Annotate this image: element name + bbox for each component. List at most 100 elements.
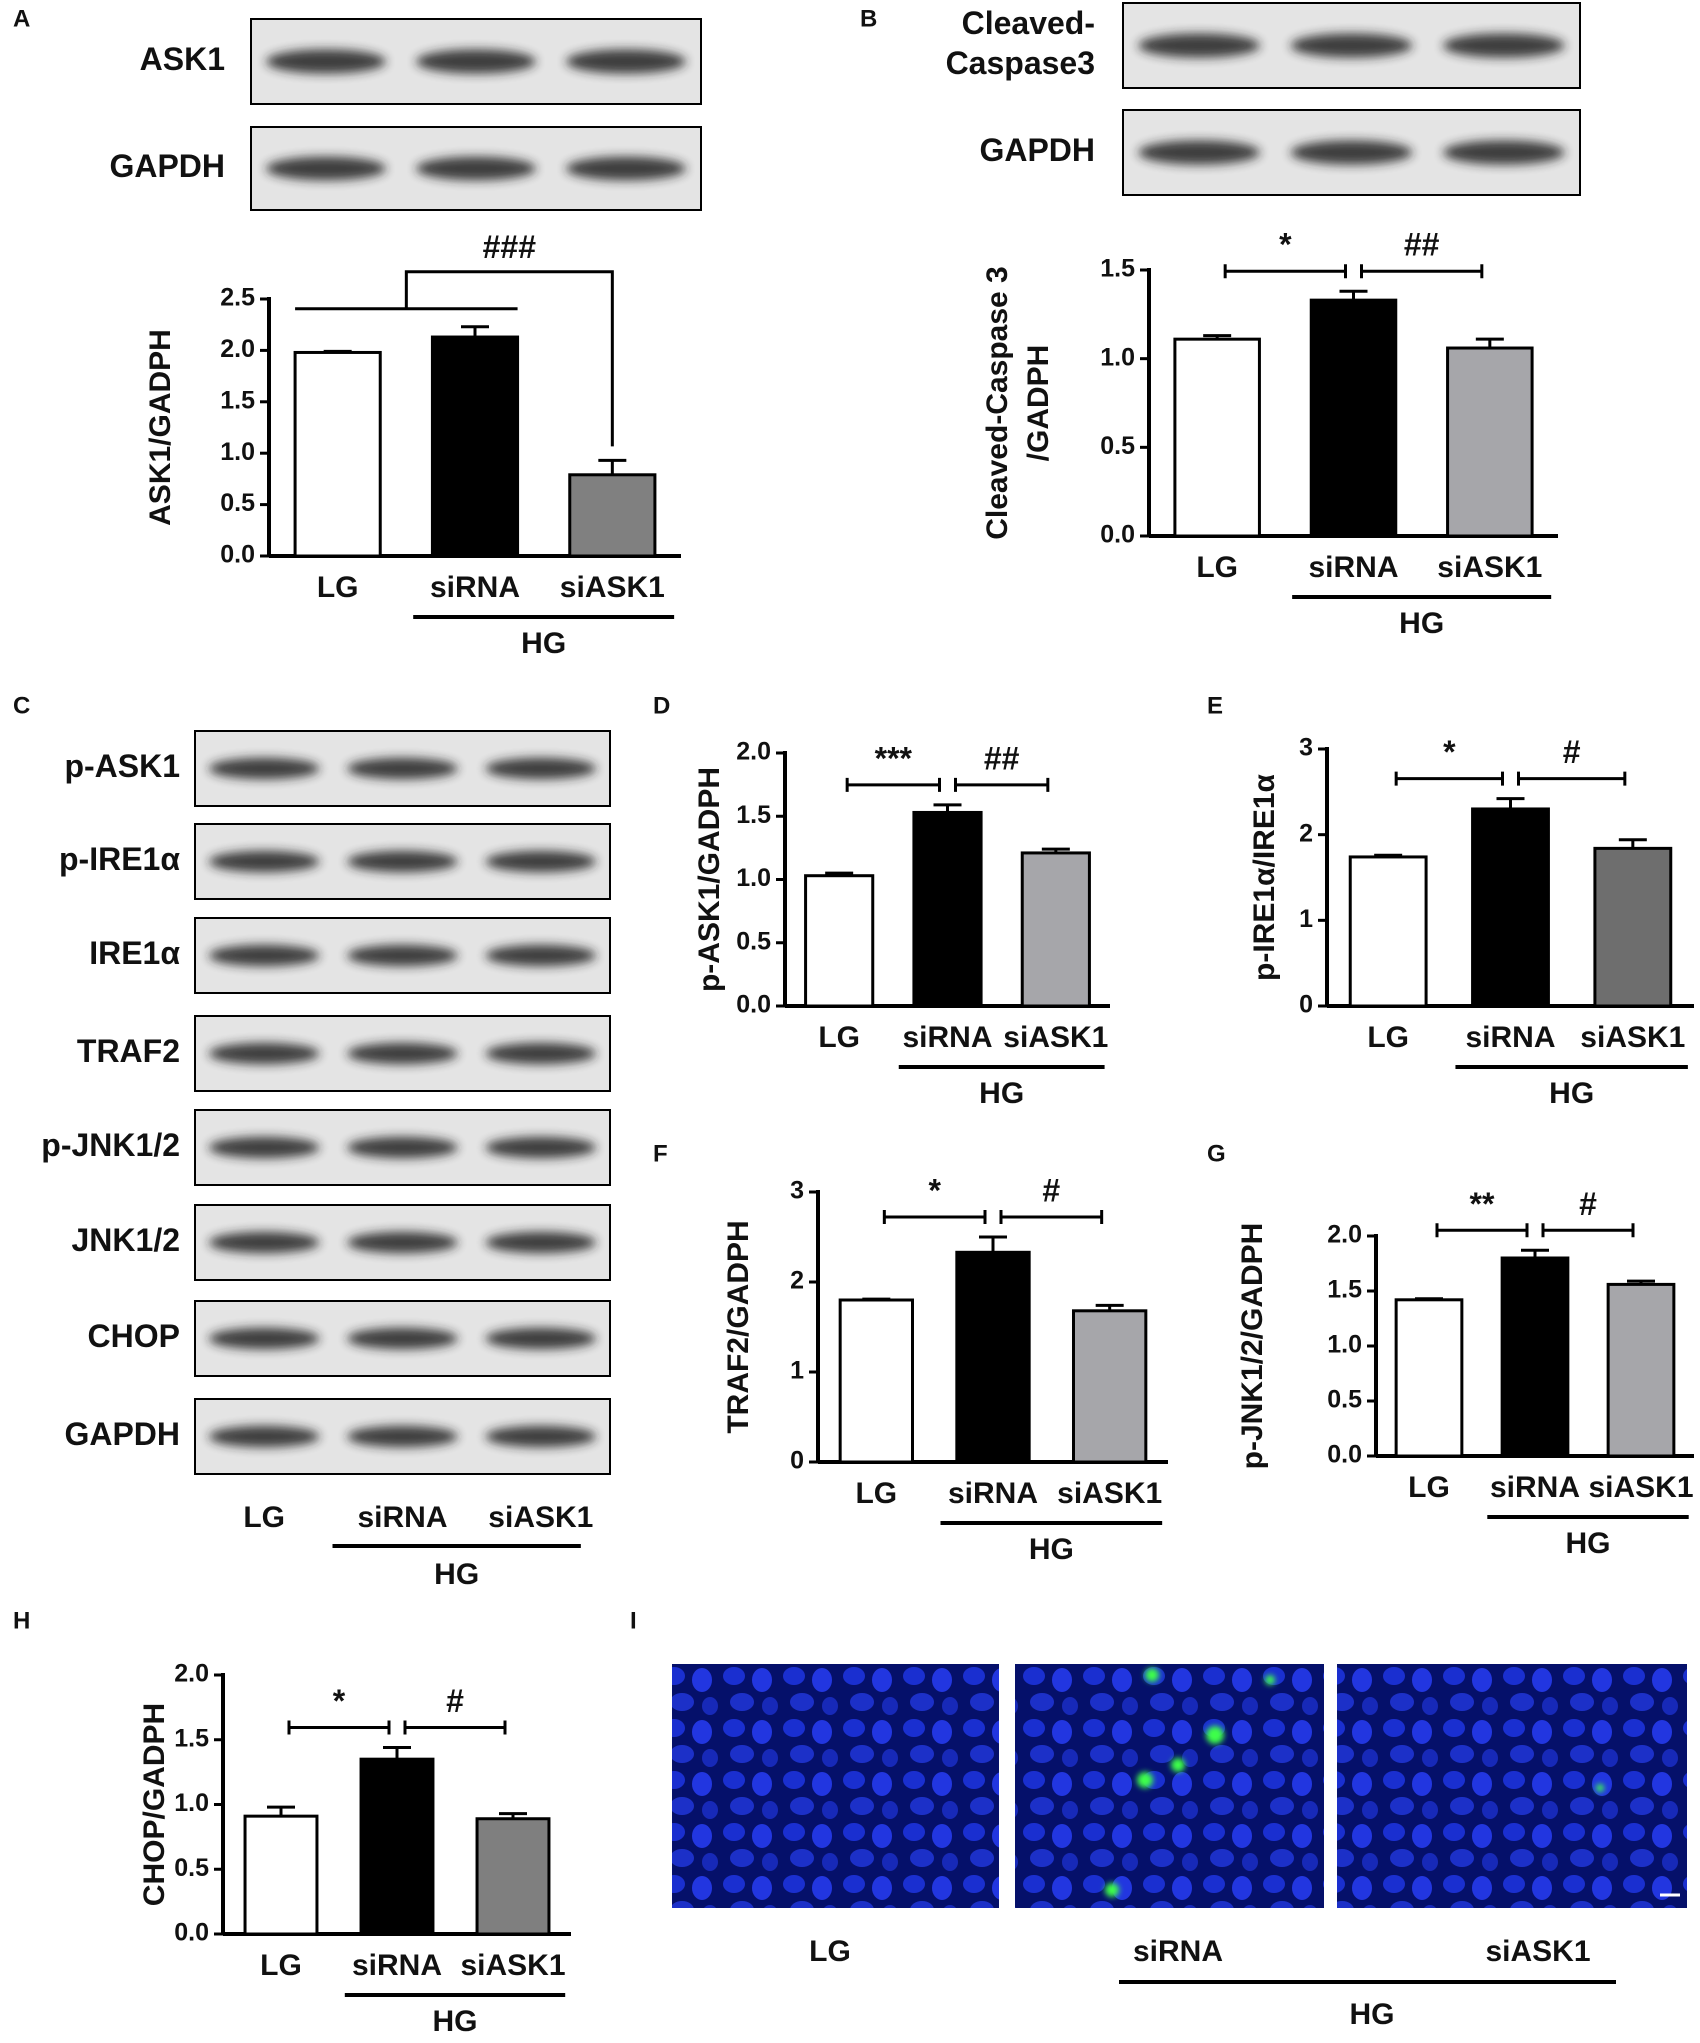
y-tick-label: 0 — [1299, 991, 1313, 1019]
bar — [804, 874, 875, 1008]
error-bar — [1203, 334, 1232, 340]
blot-band — [347, 1425, 458, 1448]
significance-label: * — [928, 1172, 941, 1208]
lane-label: LG — [243, 1501, 285, 1534]
blot-label: p-JNK1/2 — [41, 1127, 180, 1163]
significance-bracket — [1541, 1223, 1635, 1238]
bar — [475, 1817, 551, 1936]
y-axis-label: p-ASK1/GADPH — [693, 767, 726, 992]
micrograph — [1015, 1664, 1324, 1908]
error-bar — [1415, 1297, 1443, 1301]
y-tick-label: 2.0 — [736, 738, 771, 766]
y-tick-label: 2.0 — [1327, 1221, 1362, 1249]
x-tick-label: siASK1 — [1057, 1477, 1162, 1510]
group-label: HG — [979, 1077, 1024, 1110]
error-bar — [862, 1297, 891, 1301]
y-tick-label: 1.0 — [220, 438, 255, 466]
blot-band — [416, 49, 536, 74]
blot-band — [347, 757, 458, 780]
blot-band — [208, 1231, 320, 1254]
blot-band — [1442, 140, 1565, 165]
y-axis-label: ASK1/GADPH — [144, 329, 177, 526]
significance-bracket — [954, 777, 1050, 792]
bar — [1593, 846, 1673, 1008]
blot-band — [347, 1231, 458, 1254]
blot-label: GAPDH — [109, 148, 225, 184]
blot-band — [485, 1136, 597, 1159]
significance-bracket — [845, 777, 941, 792]
y-tick-label: 0.5 — [174, 1854, 209, 1882]
blot-band — [416, 156, 536, 181]
significance-bracket — [1223, 264, 1347, 279]
error-bar — [1339, 289, 1368, 301]
x-tick-label: siRNA — [1465, 1021, 1555, 1054]
bar — [1471, 807, 1550, 1008]
significance-label: # — [1042, 1172, 1060, 1208]
panel-letter: H — [13, 1607, 30, 1634]
panel-letter: B — [860, 5, 877, 32]
blot-band — [485, 1042, 597, 1065]
y-tick-label: 1.0 — [174, 1789, 209, 1817]
bar — [912, 810, 983, 1008]
panel-letter: F — [653, 1140, 668, 1167]
significance-bracket — [287, 1720, 391, 1735]
blot-band — [1442, 33, 1565, 58]
significance-bracket — [1394, 771, 1504, 786]
blot-label: ASK1 — [140, 41, 225, 77]
group-label: HG — [1399, 607, 1444, 640]
blot-band — [208, 944, 320, 967]
blot-label: Caspase3 — [946, 45, 1095, 81]
y-axis-label: p-IRE1α/IRE1α — [1248, 773, 1281, 980]
micrograph — [1337, 1664, 1687, 1908]
error-bar — [1041, 847, 1070, 853]
blot-label: TRAF2 — [77, 1033, 180, 1069]
significance-bracket — [1360, 264, 1484, 279]
x-tick-label: siRNA — [430, 571, 520, 604]
blot-band — [1290, 33, 1413, 58]
group-label: HG — [433, 2005, 478, 2038]
error-bar — [1374, 853, 1403, 857]
significance-label: ** — [1470, 1186, 1495, 1222]
y-tick-label: 1.0 — [736, 864, 771, 892]
significance-label: * — [1279, 227, 1292, 263]
blot-label: IRE1α — [89, 935, 180, 971]
lane-label: siASK1 — [488, 1501, 593, 1534]
error-bar — [461, 325, 489, 338]
error-bar — [1095, 1303, 1124, 1311]
x-tick-label: siASK1 — [560, 571, 665, 604]
error-bar — [499, 1812, 527, 1819]
x-tick-label: siASK1 — [1580, 1021, 1685, 1054]
x-tick-label: LG — [1408, 1471, 1450, 1504]
significance-bracket — [1517, 771, 1627, 786]
image-label: LG — [809, 1935, 851, 1968]
y-axis-label: /GADPH — [1022, 345, 1055, 462]
significance-label: # — [446, 1683, 464, 1719]
blot-band — [485, 1327, 597, 1350]
y-tick-label: 2.0 — [174, 1660, 209, 1688]
blot-band — [347, 1042, 458, 1065]
y-tick-label: 2 — [1299, 819, 1313, 847]
error-bar — [1496, 797, 1525, 809]
y-tick-label: 1.5 — [220, 386, 255, 414]
y-tick-label: 2 — [790, 1267, 804, 1295]
image-label: siASK1 — [1485, 1935, 1590, 1968]
error-bar — [1521, 1248, 1549, 1258]
y-tick-label: 0.0 — [174, 1919, 209, 1947]
tunel-spots — [1105, 1668, 1604, 1897]
blot-band — [1290, 140, 1413, 165]
bar — [1606, 1282, 1676, 1458]
y-tick-label: 2.0 — [220, 335, 255, 363]
x-tick-label: siASK1 — [1437, 551, 1542, 584]
blot-band — [347, 1136, 458, 1159]
x-tick-label: LG — [317, 571, 359, 604]
y-axis-label: CHOP/GADPH — [138, 1703, 171, 1906]
significance-bracket — [295, 270, 614, 447]
group-label: HG — [1566, 1527, 1611, 1560]
error-bar — [598, 458, 627, 475]
lane-label: siRNA — [357, 1501, 447, 1534]
x-tick-label: siASK1 — [1003, 1021, 1108, 1054]
blot-band — [485, 757, 597, 780]
y-tick-label: 0.5 — [1100, 432, 1135, 460]
bar — [1173, 337, 1261, 538]
